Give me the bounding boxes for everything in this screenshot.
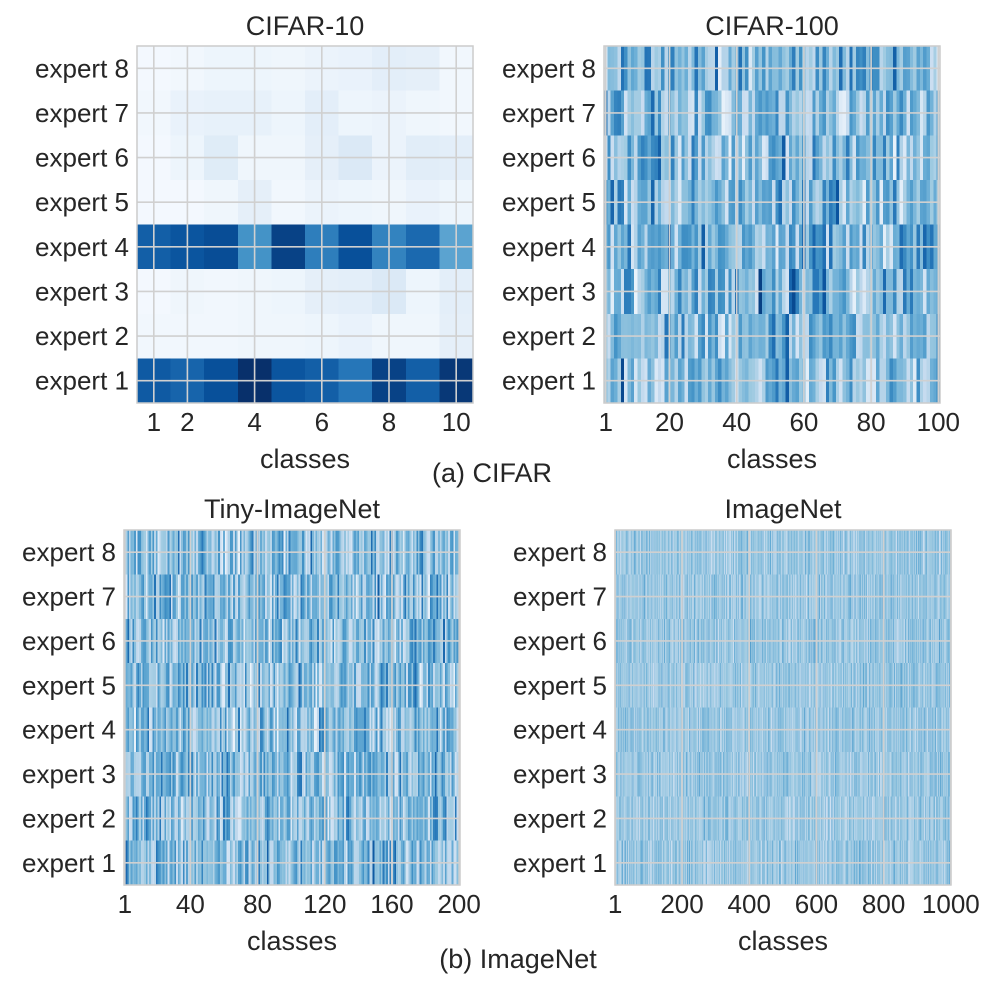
x-tick-label: 10 xyxy=(442,407,471,437)
y-tick-label: expert 2 xyxy=(35,321,129,351)
y-tick-label: expert 8 xyxy=(35,53,129,83)
caption-a: (a) CIFAR xyxy=(432,458,552,488)
y-tick-label: expert 5 xyxy=(502,187,596,217)
y-tick-label: expert 1 xyxy=(502,366,596,396)
chart-title: CIFAR-100 xyxy=(705,11,839,41)
heatmap-cells xyxy=(124,530,461,886)
plot-frame xyxy=(603,45,941,404)
y-tick-label: expert 3 xyxy=(35,276,129,306)
heatmap-panel-1: CIFAR-10 expert 8 expert 7 expert 6 expert 5… xyxy=(35,11,474,474)
heatmap-panel-2: CIFAR-100 expert 8 expert 7 expert 6 expert … xyxy=(502,11,960,474)
x-tick-label: 100 xyxy=(917,407,960,437)
y-tick-label: expert 7 xyxy=(22,582,116,612)
x-tick-label: 8 xyxy=(382,407,396,437)
plot-frame xyxy=(136,45,474,404)
x-tick-label: 200 xyxy=(437,889,480,919)
y-tick-label: expert 6 xyxy=(502,143,596,173)
x-tick-label: 80 xyxy=(857,407,886,437)
y-tick-label: expert 2 xyxy=(502,321,596,351)
chart-title: Tiny-ImageNet xyxy=(204,494,381,524)
y-tick-label: expert 3 xyxy=(502,276,596,306)
y-tick-label: expert 6 xyxy=(35,143,129,173)
x-axis-label: classes xyxy=(727,444,817,474)
x-tick-label: 4 xyxy=(247,407,261,437)
y-tick-label: expert 5 xyxy=(35,187,129,217)
x-tick-label: 20 xyxy=(655,407,684,437)
y-tick-label: expert 4 xyxy=(502,232,596,262)
y-tick-label: expert 8 xyxy=(22,537,116,567)
grid-lines xyxy=(604,46,940,403)
x-tick-label: 1 xyxy=(598,407,612,437)
x-tick-label: 60 xyxy=(789,407,818,437)
x-axis-label: classes xyxy=(260,444,350,474)
y-tick-label: expert 1 xyxy=(22,848,116,878)
y-tick-label: expert 5 xyxy=(22,670,116,700)
y-tick-label: expert 6 xyxy=(22,626,116,656)
y-tick-label: expert 1 xyxy=(35,366,129,396)
chart-title: CIFAR-10 xyxy=(246,11,365,41)
x-axis-label: classes xyxy=(247,926,337,956)
heatmap-cells xyxy=(615,530,952,886)
grid-lines xyxy=(137,46,473,403)
x-tick-label: 160 xyxy=(370,889,413,919)
x-tick-label: 1 xyxy=(147,407,161,437)
y-tick-label: expert 7 xyxy=(35,98,129,128)
x-tick-label: 80 xyxy=(243,889,272,919)
caption-b: (b) ImageNet xyxy=(439,944,597,974)
x-tick-label: 1 xyxy=(118,889,132,919)
heatmap-panel-3: Tiny-ImageNet expert 8 expert 7 expert 6 exp… xyxy=(22,494,481,956)
y-tick-label: expert 2 xyxy=(22,803,116,833)
x-tick-label: 40 xyxy=(176,889,205,919)
y-tick-label: expert 8 xyxy=(502,53,596,83)
y-tick-label: expert 3 xyxy=(22,759,116,789)
heatmap-cells xyxy=(604,46,941,404)
x-tick-label: 2 xyxy=(180,407,194,437)
x-tick-label: 120 xyxy=(303,889,346,919)
y-tick-label: expert 4 xyxy=(35,232,129,262)
x-tick-label: 6 xyxy=(315,407,329,437)
x-tick-label: 40 xyxy=(722,407,751,437)
y-tick-label: expert 4 xyxy=(22,715,116,745)
y-tick-label: expert 7 xyxy=(502,98,596,128)
